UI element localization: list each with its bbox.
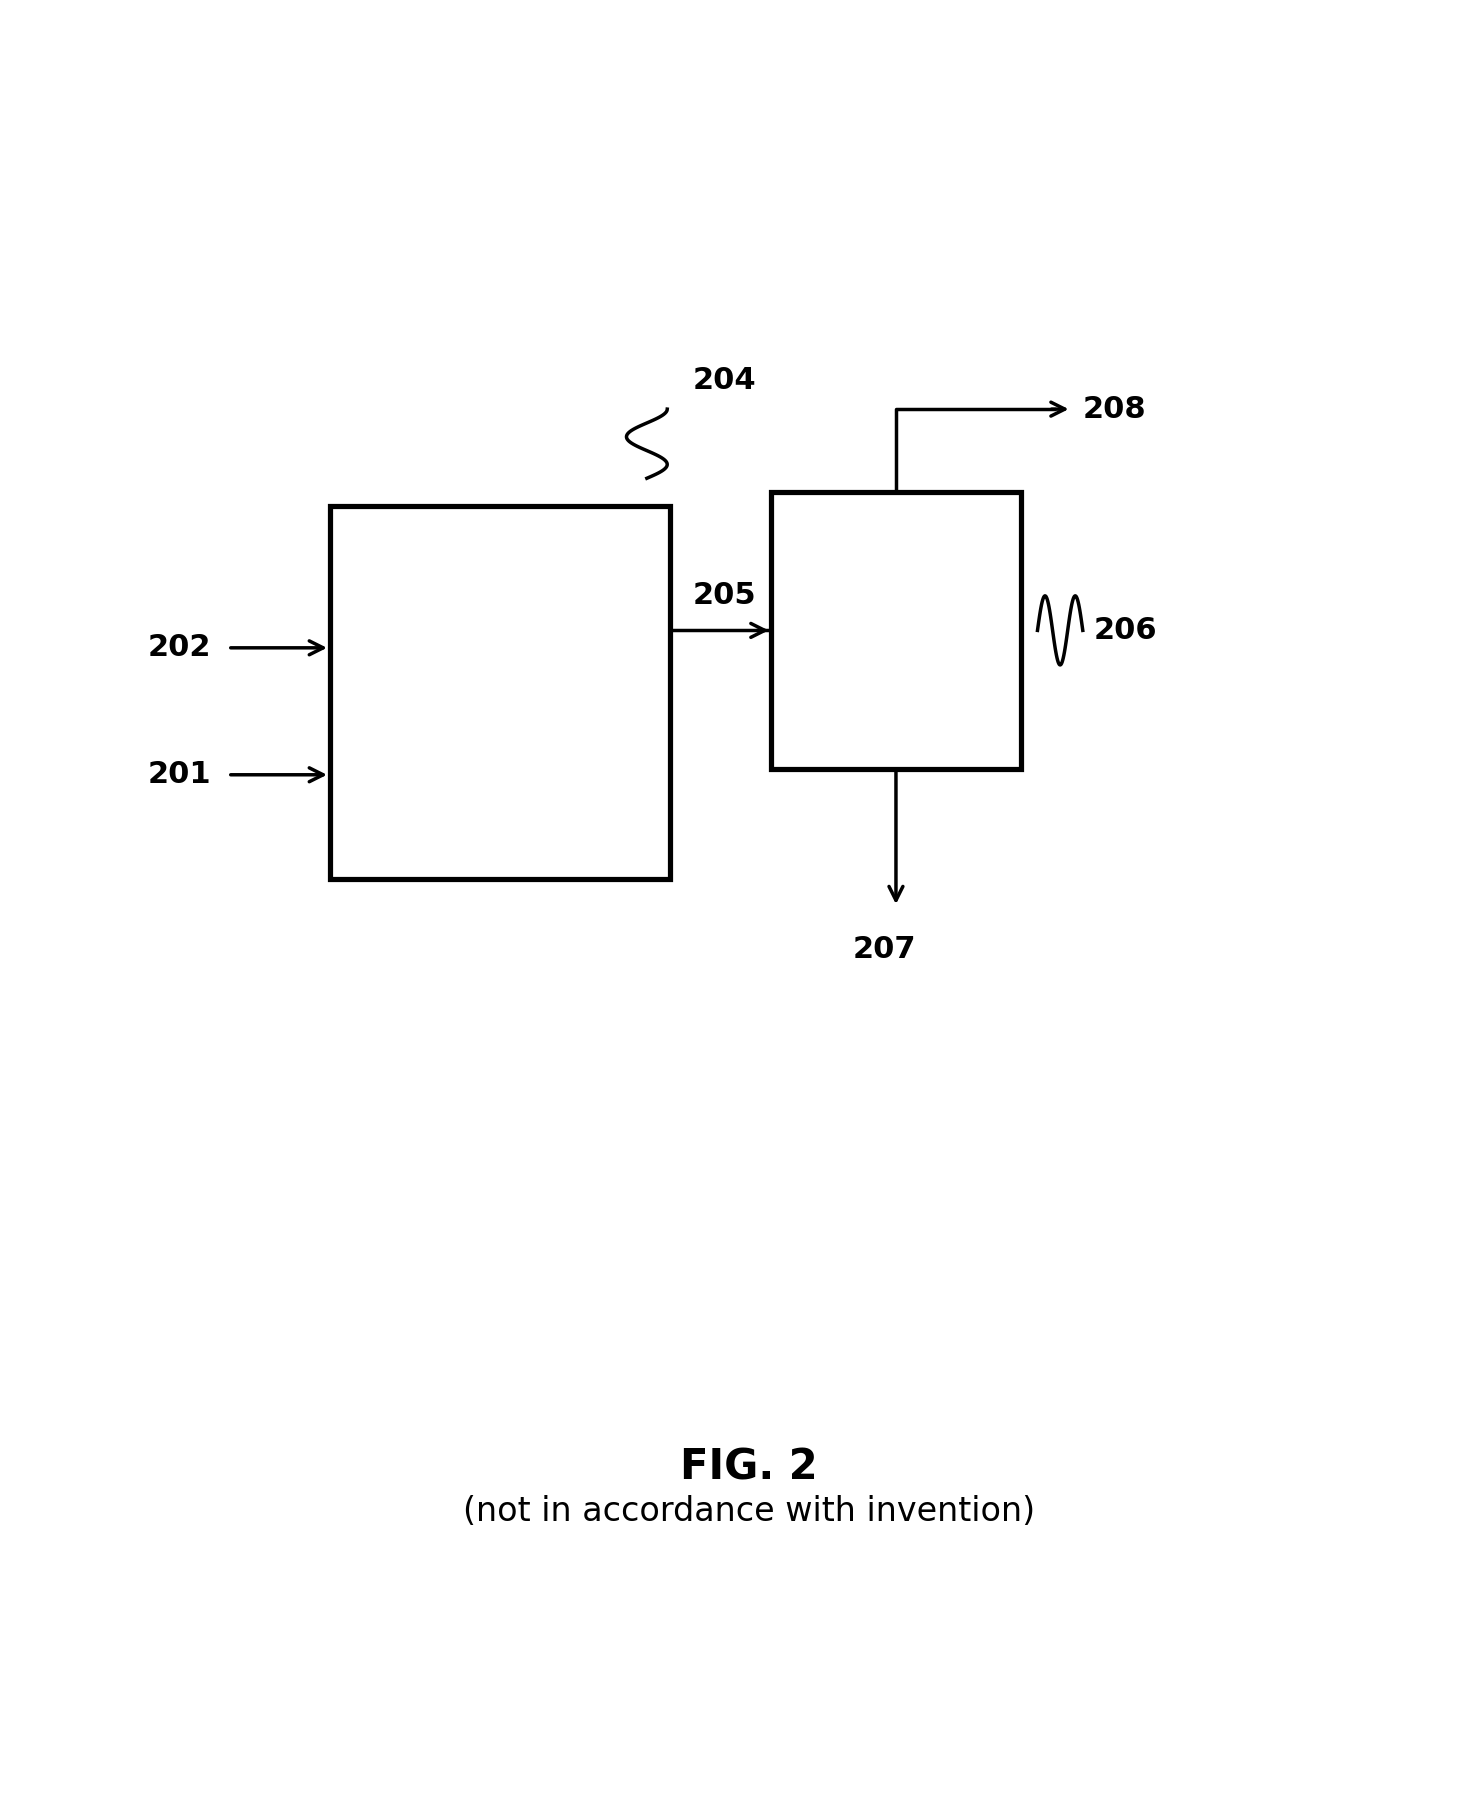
Text: 208: 208 bbox=[1083, 395, 1147, 424]
Bar bbox=[330, 506, 669, 880]
Text: 201: 201 bbox=[148, 760, 210, 788]
Text: 207: 207 bbox=[853, 934, 916, 964]
Text: FIG. 2: FIG. 2 bbox=[679, 1446, 818, 1489]
Text: (not in accordance with invention): (not in accordance with invention) bbox=[463, 1494, 1034, 1528]
Text: 204: 204 bbox=[693, 366, 755, 395]
Text: 206: 206 bbox=[1094, 616, 1157, 645]
Bar bbox=[771, 492, 1020, 769]
Text: 205: 205 bbox=[693, 580, 755, 609]
Text: 202: 202 bbox=[148, 634, 210, 663]
